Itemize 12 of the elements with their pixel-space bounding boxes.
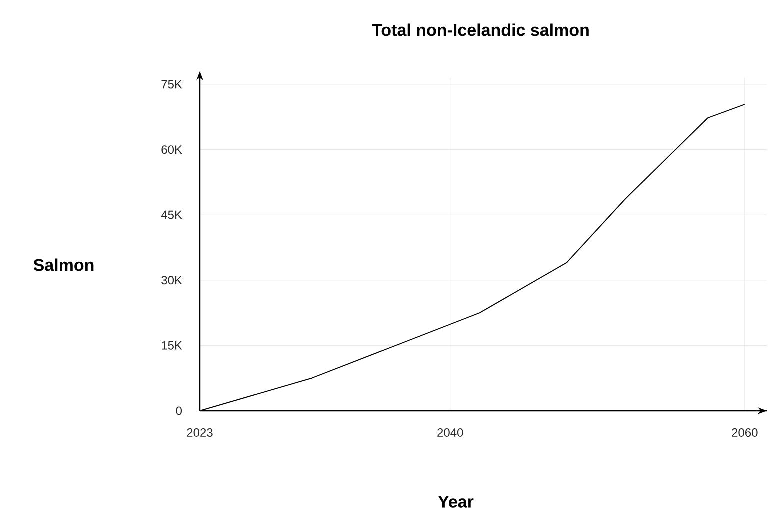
x-tick-label: 2060 (732, 428, 758, 438)
y-tick-label: 60K (162, 146, 182, 154)
y-tick-label: 15K (162, 342, 182, 350)
y-tick-label: 30K (162, 276, 182, 285)
x-tick-label: 2023 (187, 428, 213, 438)
x-tick-label: 2040 (438, 428, 464, 438)
y-tick-label: 45K (161, 210, 182, 220)
y-axis-title: Salmon (34, 258, 94, 272)
y-tick-label: 75K (162, 80, 182, 89)
x-axis-title: Year (438, 496, 474, 508)
y-tick-label: 0 (176, 406, 182, 416)
chart-title: Total non-Icelandic salmon (372, 24, 589, 36)
